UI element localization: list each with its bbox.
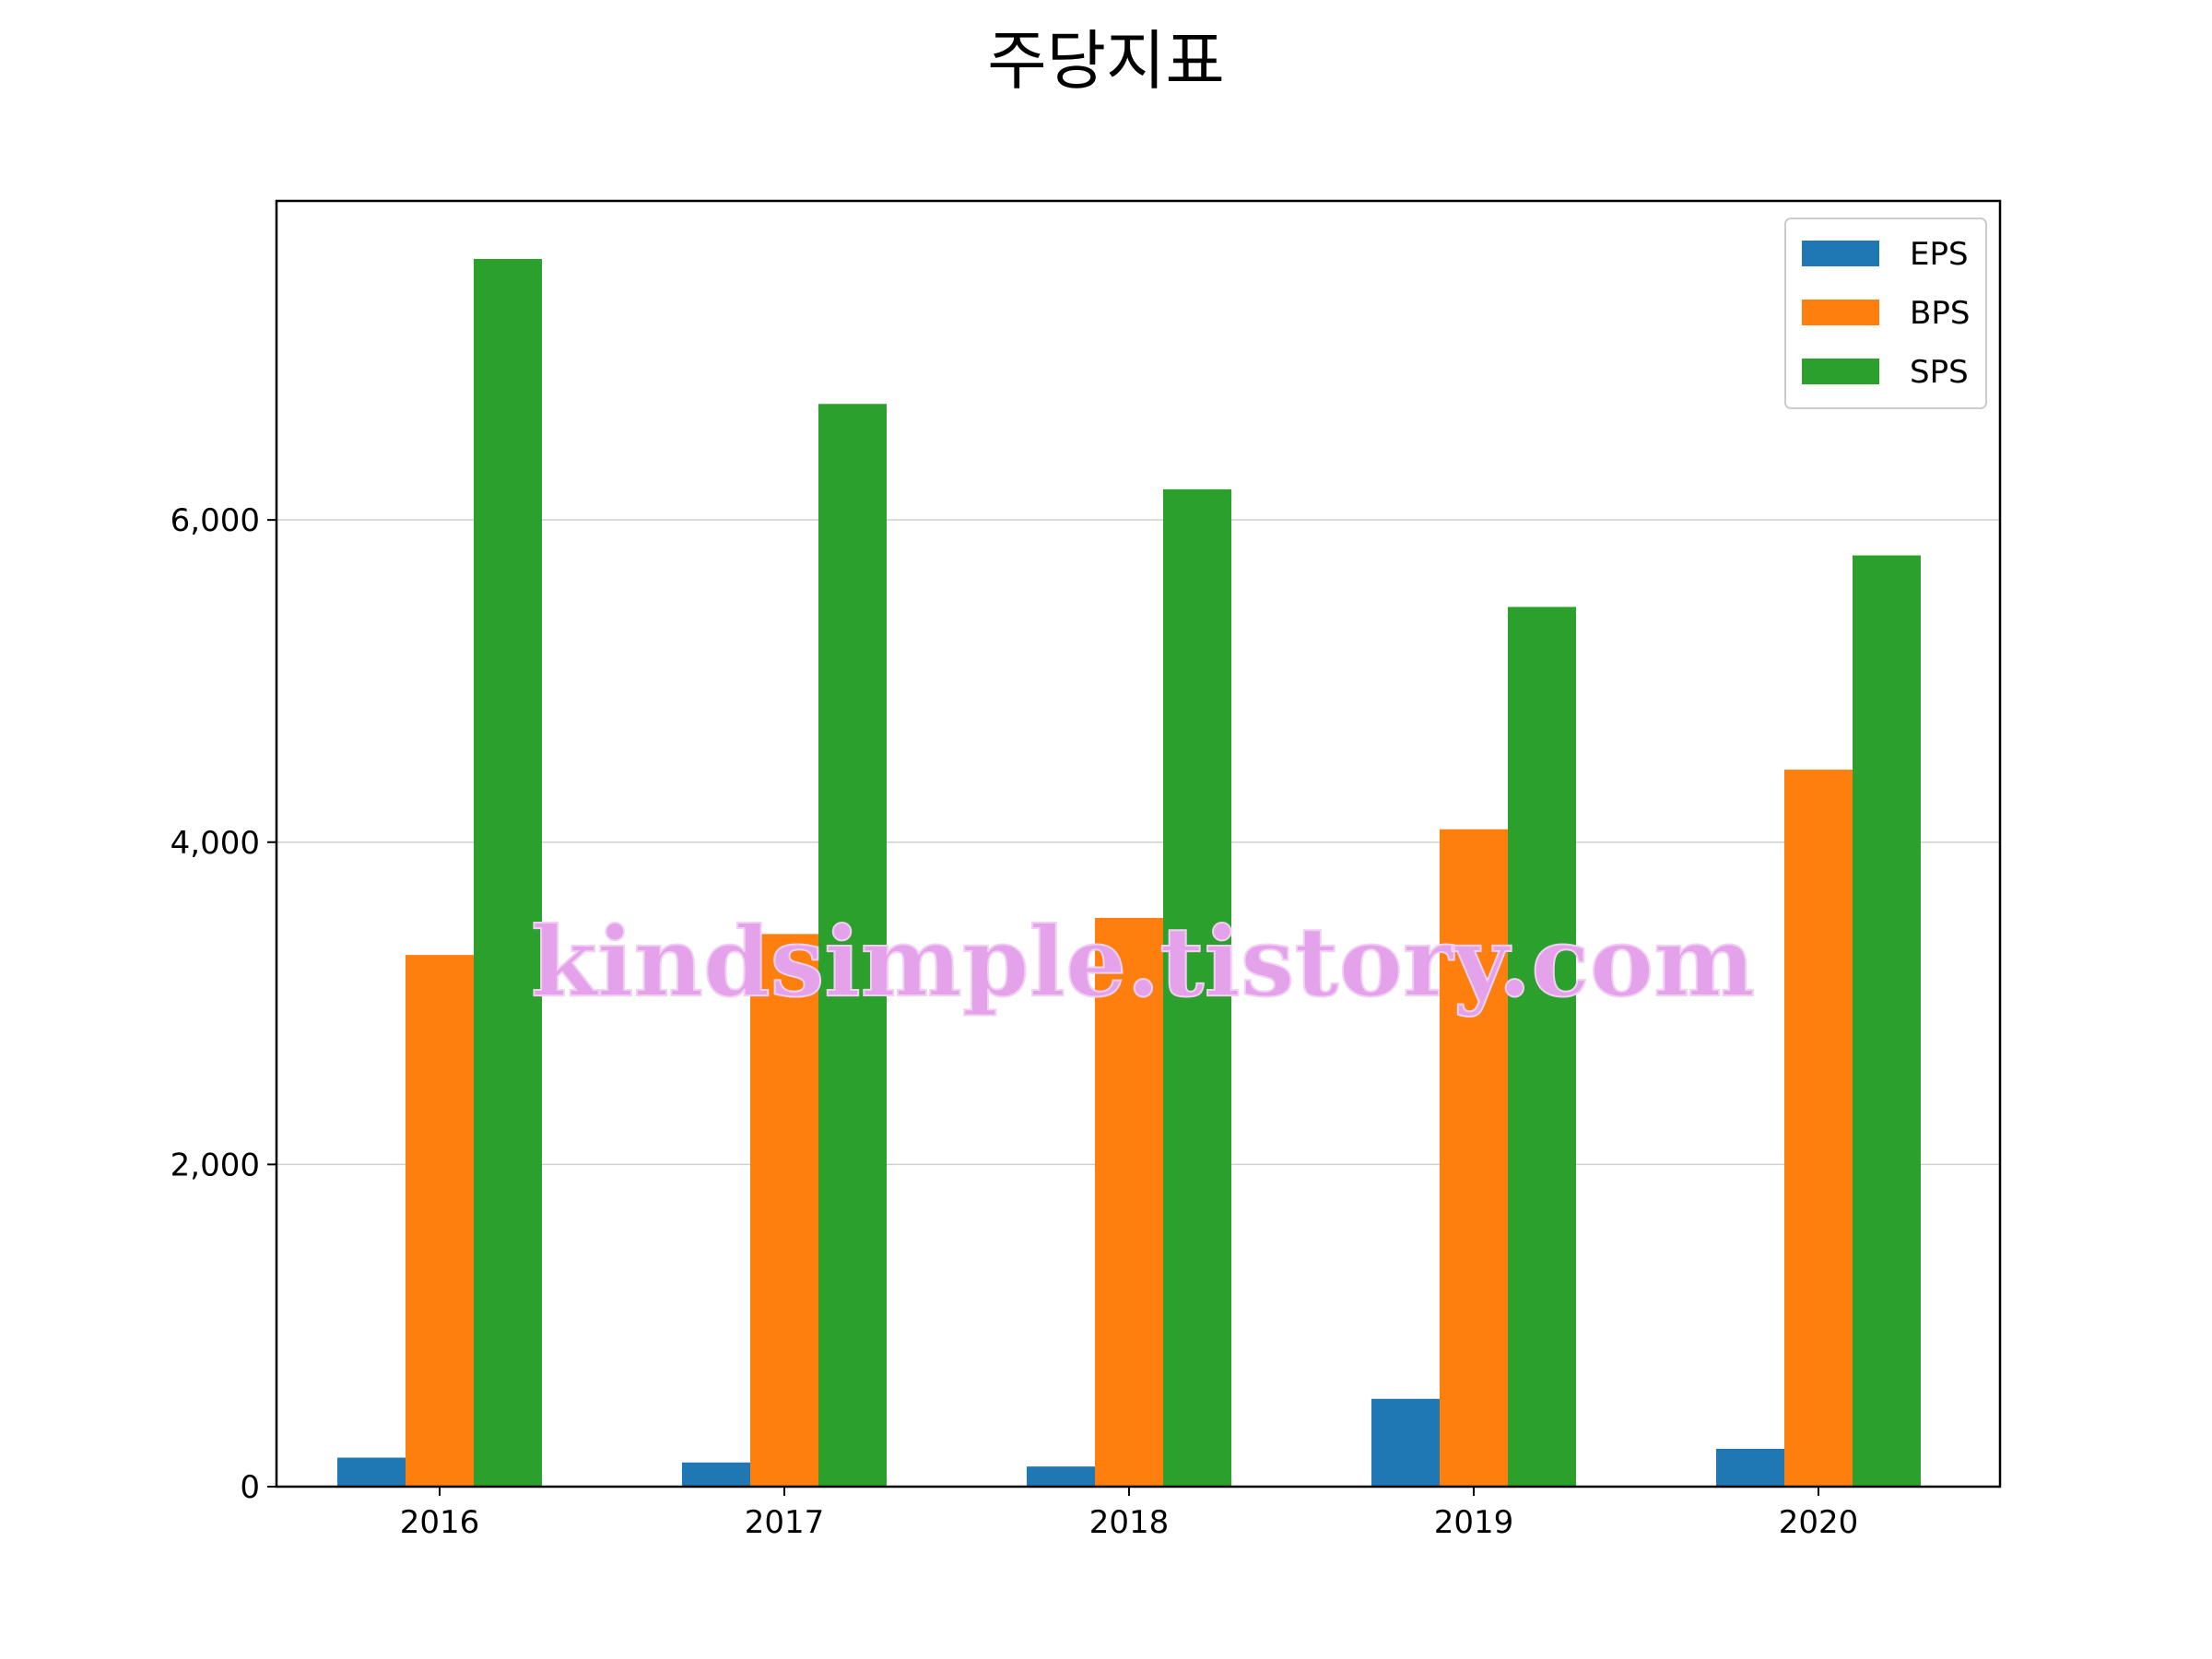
x-axis: 2016 2017 2018 2019 2020 [400,1487,1859,1541]
y-axis: 0 2,000 4,000 6,000 [171,502,276,1506]
bar-sps-2020 [1853,555,1921,1487]
bar-eps-2018 [1027,1466,1095,1487]
bar-sps-2019 [1508,606,1576,1487]
bar-sps-2018 [1163,488,1231,1487]
legend-label-bps: BPS [1910,295,1970,332]
bar-bps-2020 [1784,770,1853,1487]
x-tick-label: 2016 [400,1504,480,1541]
bars [337,258,1921,1487]
x-tick-label: 2020 [1779,1504,1859,1541]
plot-frame [275,199,2002,1488]
bar-eps-2020 [1716,1448,1784,1487]
chart-title: 주당지표 [987,23,1225,99]
bar-bps-2018 [1095,917,1163,1487]
y-tick-label: 0 [240,1469,260,1506]
legend-label-eps: EPS [1910,236,1969,273]
bar-eps-2019 [1371,1398,1440,1487]
watermark-text: kindsimple.tistory.com [531,905,1755,1018]
bar-bps-2016 [406,955,474,1487]
legend-swatch-sps [1802,359,1879,384]
bar-sps-2016 [474,258,542,1487]
bar-bps-2017 [750,934,818,1487]
bar-eps-2017 [682,1462,750,1487]
legend-swatch-eps [1802,241,1879,266]
bar-eps-2016 [337,1457,406,1487]
x-tick-label: 2018 [1089,1504,1170,1541]
y-tick-label: 2,000 [171,1147,260,1183]
bar-sps-2017 [818,404,887,1487]
x-tick-label: 2019 [1434,1504,1514,1541]
legend-swatch-bps [1802,300,1879,325]
y-tick-label: 4,000 [171,825,260,862]
bar-bps-2019 [1440,829,1508,1487]
legend-label-sps: SPS [1910,354,1969,391]
legend: EPS BPS SPS [1784,218,1987,409]
x-tick-label: 2017 [745,1504,825,1541]
y-tick-label: 6,000 [171,502,260,539]
